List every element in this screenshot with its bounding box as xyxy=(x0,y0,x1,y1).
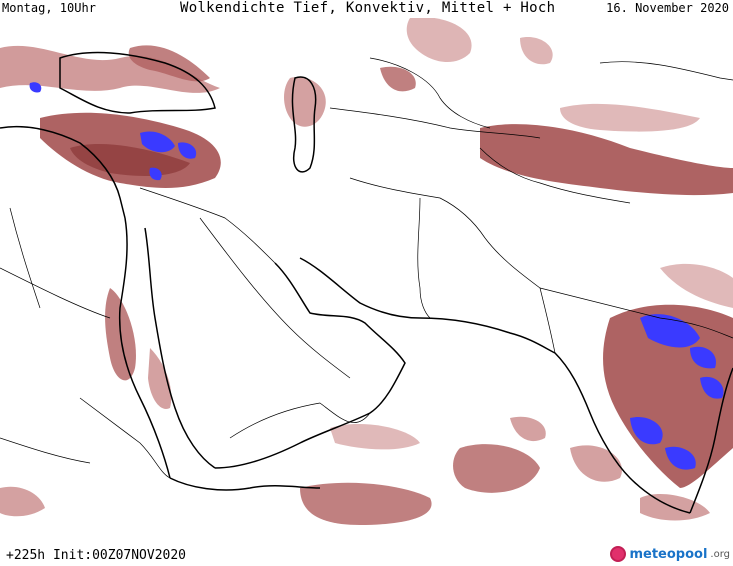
meteopool-logo-icon xyxy=(610,546,627,562)
meteopool-logo[interactable]: meteopool .org xyxy=(610,546,730,562)
logo-text: meteopool xyxy=(629,546,708,562)
forecast-date-label: 16. November 2020 xyxy=(606,1,729,15)
coastlines-and-borders xyxy=(0,51,733,514)
logo-tld: .org xyxy=(710,548,730,560)
forecast-init-label: +225h Init:00Z07NOV2020 xyxy=(6,548,187,563)
forecast-time-label: Montag, 10Uhr xyxy=(2,1,96,15)
map-title: Wolkendichte Tief, Konvektiv, Mittel + H… xyxy=(180,0,556,16)
cloud-density-map xyxy=(0,18,733,525)
